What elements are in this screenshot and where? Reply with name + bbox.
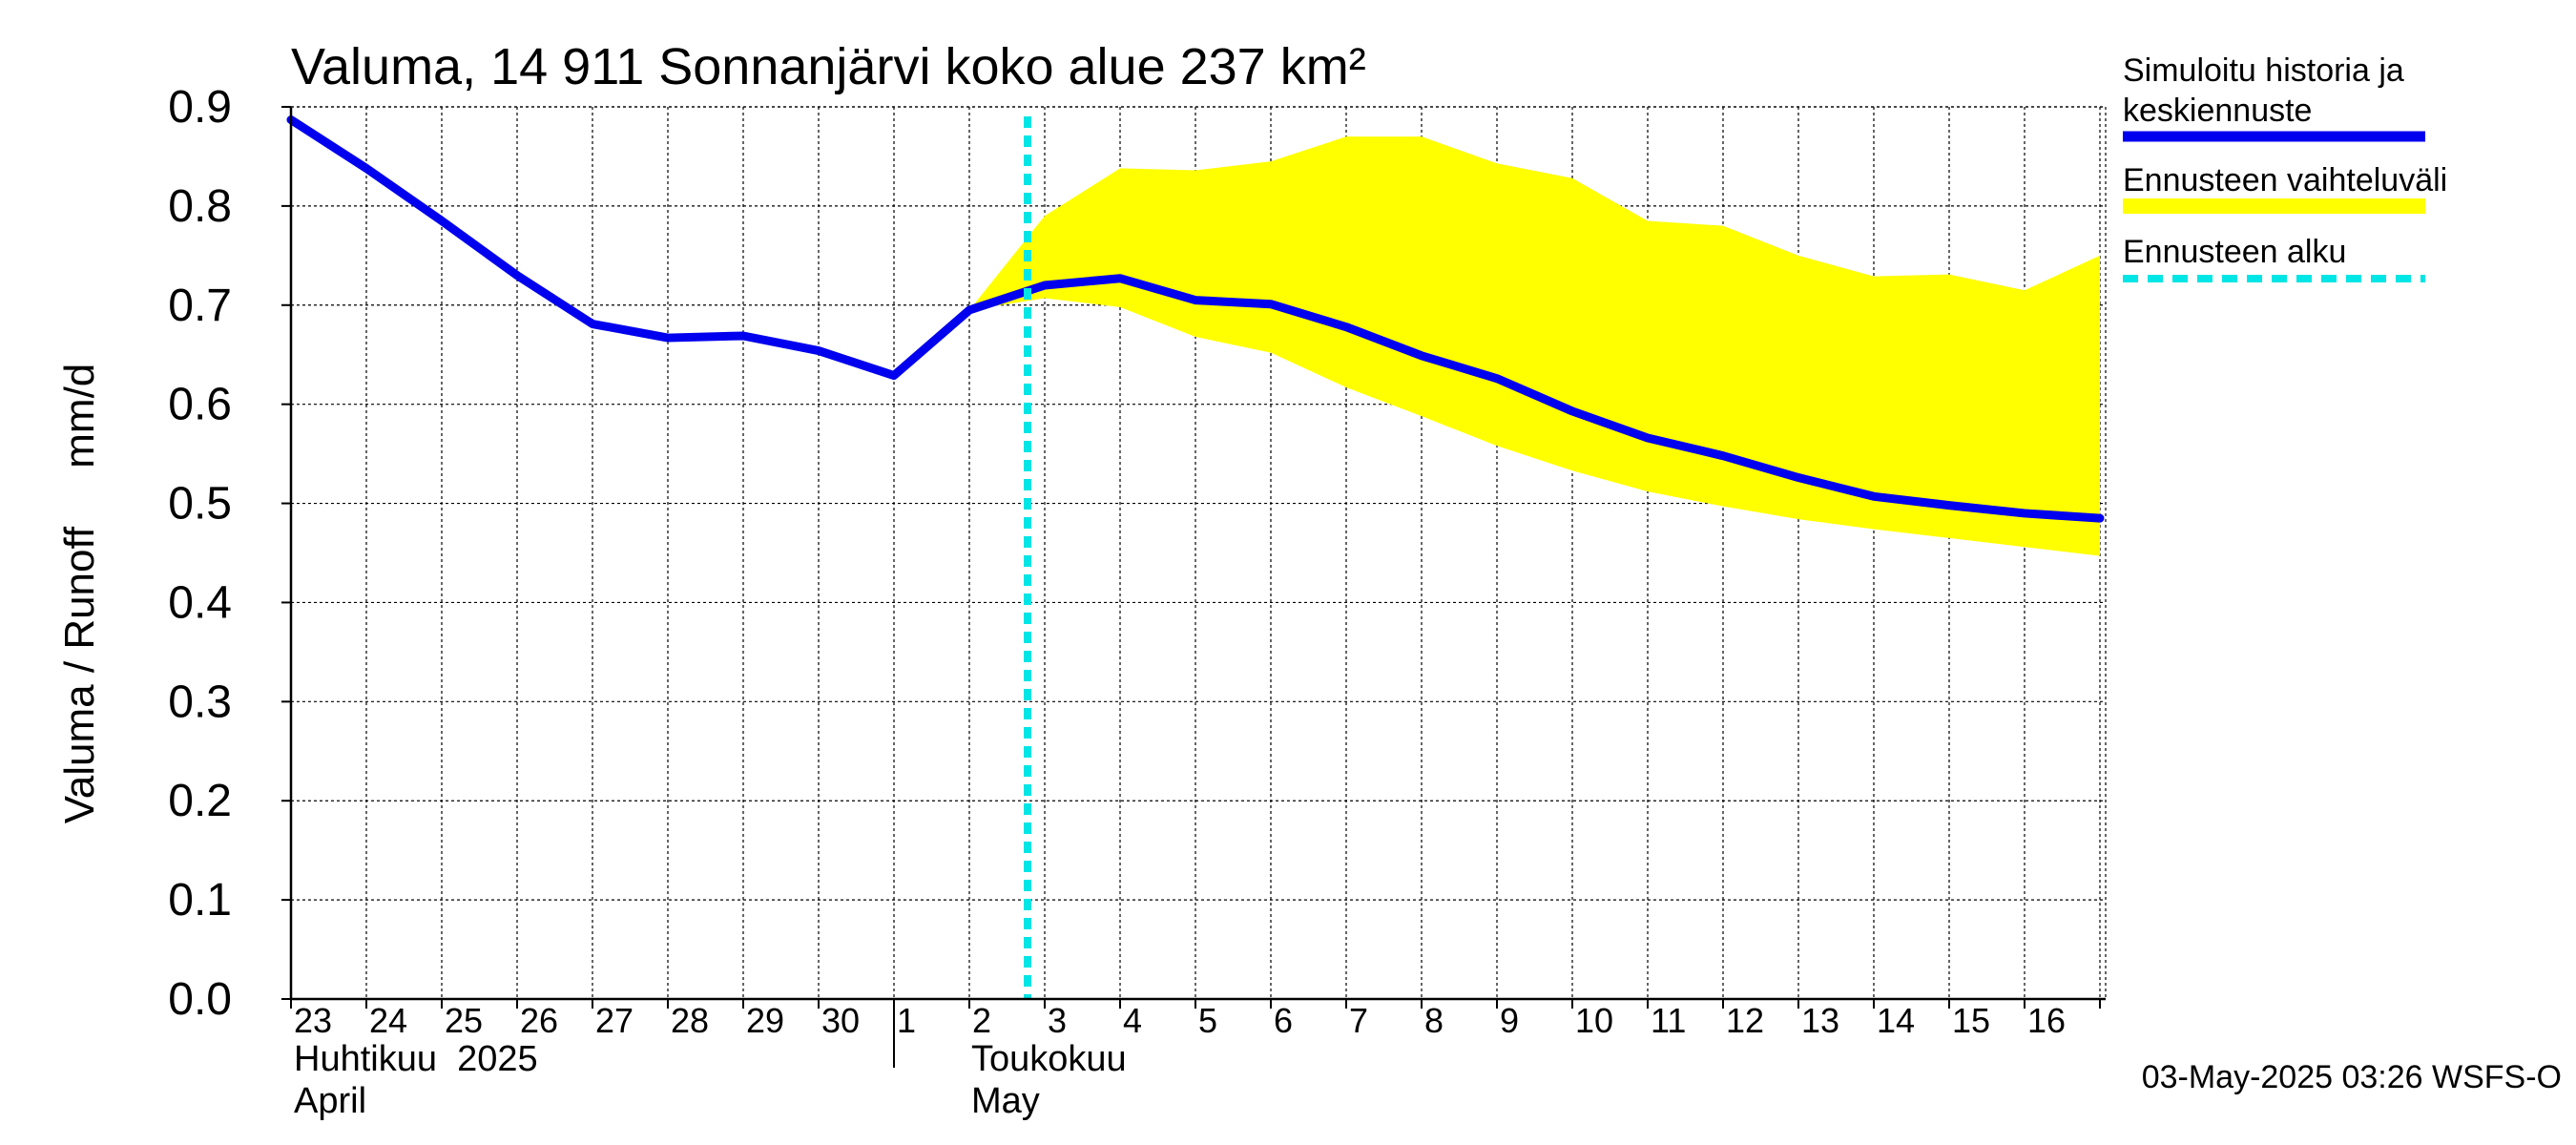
x-tick-label: 2: [972, 1001, 991, 1040]
legend-label-series: Simuloitu historia ja: [2123, 52, 2404, 89]
y-tick-label: 0.8: [168, 181, 232, 232]
legend: Simuloitu historia ja keskiennuste Ennus…: [2123, 52, 2447, 282]
x-tick-label: 14: [1877, 1001, 1915, 1040]
forecast-band-layer: [969, 136, 2100, 556]
x-tick-label: 26: [520, 1001, 558, 1040]
series-line-simulated: [286, 115, 2105, 523]
x-tick-label: 8: [1424, 1001, 1444, 1040]
x-tick-label: 12: [1726, 1001, 1764, 1040]
x-tick-label: 29: [746, 1001, 784, 1040]
x-tick-label: 11: [1651, 1001, 1686, 1040]
x-tick-label: 24: [369, 1001, 407, 1040]
x-tick-label: 23: [294, 1001, 332, 1040]
legend-label-forecast-start: Ennusteen alku: [2123, 234, 2346, 270]
y-tick-label: 0.7: [168, 281, 232, 331]
y-tick-label: 0.1: [168, 875, 232, 926]
chart-title: Valuma, 14 911 Sonnanjärvi koko alue 237…: [291, 38, 1366, 95]
x-tick-label: 25: [445, 1001, 483, 1040]
y-tick-label: 0.4: [168, 577, 232, 628]
y-tick-label: 0.2: [168, 776, 232, 826]
y-axis-label: Valuma / Runoff mm/d: [56, 364, 103, 824]
x-tick-label: 7: [1349, 1001, 1368, 1040]
x-tick-label: 3: [1048, 1001, 1067, 1040]
y-tick-label: 0.3: [168, 677, 232, 727]
footer-timestamp: 03-May-2025 03:26 WSFS-O: [2142, 1059, 2562, 1095]
month-label-april-en: April: [294, 1081, 366, 1121]
y-tick-labels: 0.0 0.1 0.2 0.3 0.4 0.5 0.6 0.7 0.8 0.9: [168, 82, 232, 1025]
x-tick-label: 27: [595, 1001, 634, 1040]
x-tick-label: 15: [1952, 1001, 1990, 1040]
x-tick-label: 6: [1274, 1001, 1293, 1040]
legend-label-band: Ennusteen vaihteluväli: [2123, 162, 2447, 198]
legend-label-series-2: keskiennuste: [2123, 93, 2312, 129]
month-label-may: Toukokuu: [971, 1039, 1127, 1079]
axes: [281, 106, 2106, 1068]
y-tick-label: 0.0: [168, 974, 232, 1025]
x-tick-labels: 23 24 25 26 27 28 29 30 1 2 3 4 5 6 7 8 9 10 11 12 13 14 15 16: [294, 1001, 2066, 1040]
x-tick-label: 10: [1575, 1001, 1613, 1040]
x-tick-label: 16: [2027, 1001, 2066, 1040]
series-layer: [286, 115, 2105, 523]
x-tick-label: 4: [1123, 1001, 1142, 1040]
x-tick-label: 9: [1500, 1001, 1519, 1040]
y-tick-label: 0.9: [168, 82, 232, 133]
y-tick-label: 0.5: [168, 479, 232, 530]
y-tick-label: 0.6: [168, 380, 232, 430]
month-label-april: Huhtikuu 2025: [294, 1039, 538, 1079]
x-tick-label: 30: [821, 1001, 860, 1040]
x-tick-label: 28: [671, 1001, 709, 1040]
x-tick-label: 5: [1198, 1001, 1217, 1040]
forecast-range-band: [969, 136, 2100, 556]
month-label-may-en: May: [971, 1081, 1040, 1121]
x-tick-label: 13: [1801, 1001, 1839, 1040]
x-tick-label: 1: [897, 1001, 916, 1040]
